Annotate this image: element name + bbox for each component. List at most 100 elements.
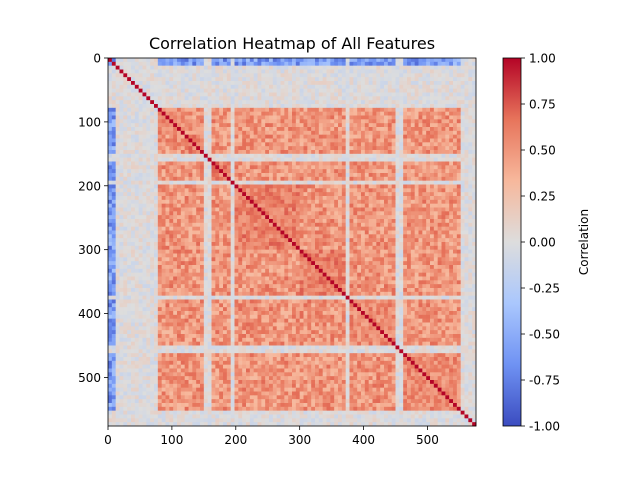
- heatmap-cell: [246, 153, 251, 159]
- heatmap-cell: [338, 238, 343, 243]
- heatmap-cell: [253, 184, 258, 189]
- heatmap-cell: [219, 184, 224, 189]
- heatmap-cell: [161, 245, 166, 251]
- heatmap-cell: [330, 119, 335, 124]
- heatmap-cell: [138, 161, 143, 166]
- heatmap-cell: [184, 165, 189, 170]
- heatmap-cell: [472, 157, 477, 162]
- heatmap-cell: [169, 165, 174, 170]
- heatmap-cell: [234, 161, 239, 166]
- heatmap-cell: [165, 107, 170, 113]
- heatmap-cell: [288, 169, 293, 174]
- heatmap-cell: [108, 215, 113, 220]
- heatmap-cell: [341, 157, 347, 162]
- heatmap-cell: [203, 249, 209, 254]
- heatmap-cell: [334, 219, 339, 224]
- heatmap-cell: [192, 77, 197, 82]
- heatmap-plot-area: [108, 58, 477, 427]
- heatmap-cell: [234, 153, 239, 159]
- heatmap-cell: [142, 61, 147, 67]
- heatmap-cell: [284, 92, 289, 97]
- heatmap-cell: [338, 253, 343, 258]
- heatmap-cell: [219, 100, 224, 105]
- heatmap-cell: [207, 111, 212, 116]
- heatmap-cell: [430, 184, 435, 189]
- heatmap-cell: [430, 115, 435, 120]
- heatmap-cell: [272, 211, 278, 216]
- heatmap-cell: [353, 211, 358, 216]
- heatmap-cell: [127, 242, 132, 247]
- heatmap-cell: [246, 161, 251, 166]
- heatmap-cell: [223, 211, 228, 216]
- heatmap-cell: [238, 157, 243, 162]
- heatmap-cell: [334, 61, 339, 67]
- heatmap-cell: [150, 161, 155, 166]
- heatmap-cell: [150, 107, 155, 113]
- heatmap-cell: [403, 134, 408, 139]
- heatmap-cell: [384, 88, 389, 93]
- heatmap-cell: [284, 230, 289, 235]
- heatmap-cell: [234, 69, 239, 74]
- heatmap-cell: [280, 81, 285, 86]
- heatmap-cell: [111, 192, 117, 197]
- heatmap-cell: [280, 123, 285, 128]
- heatmap-cell: [154, 180, 159, 185]
- heatmap-cell: [453, 130, 458, 136]
- heatmap-cell: [437, 249, 442, 254]
- heatmap-cell: [272, 77, 278, 82]
- heatmap-cell: [460, 115, 465, 120]
- heatmap-cell: [253, 211, 258, 216]
- heatmap-cell: [299, 146, 304, 151]
- heatmap-cell: [368, 211, 373, 216]
- heatmap-cell: [372, 219, 377, 224]
- heatmap-cell: [399, 230, 404, 235]
- heatmap-cell: [207, 207, 212, 212]
- heatmap-cell: [295, 199, 301, 205]
- heatmap-cell: [464, 69, 469, 74]
- heatmap-cell: [295, 173, 301, 178]
- heatmap-cell: [192, 245, 197, 251]
- heatmap-cell: [215, 176, 220, 182]
- heatmap-cell: [230, 253, 235, 258]
- heatmap-cell: [380, 107, 385, 113]
- heatmap-cell: [395, 77, 400, 82]
- heatmap-cell: [269, 119, 274, 124]
- heatmap-cell: [326, 111, 331, 116]
- heatmap-cell: [426, 134, 431, 139]
- heatmap-cell: [299, 96, 304, 101]
- heatmap-cell: [380, 69, 385, 74]
- heatmap-cell: [376, 115, 381, 120]
- heatmap-cell: [238, 100, 243, 105]
- heatmap-cell: [341, 134, 347, 139]
- heatmap-cell: [322, 169, 327, 174]
- heatmap-cell: [460, 199, 465, 205]
- heatmap-cell: [330, 226, 335, 231]
- heatmap-cell: [161, 153, 166, 159]
- heatmap-cell: [253, 119, 258, 124]
- heatmap-cell: [345, 115, 350, 120]
- heatmap-cell: [357, 138, 362, 143]
- heatmap-cell: [307, 245, 312, 251]
- heatmap-cell: [215, 219, 220, 224]
- heatmap-cell: [380, 253, 385, 258]
- heatmap-cell: [219, 107, 224, 113]
- heatmap-cell: [426, 107, 431, 113]
- heatmap-cell: [196, 157, 201, 162]
- heatmap-cell: [115, 115, 120, 120]
- heatmap-cell: [108, 65, 113, 70]
- heatmap-cell: [119, 58, 124, 63]
- heatmap-cell: [357, 130, 362, 136]
- heatmap-cell: [422, 96, 427, 101]
- heatmap-cell: [399, 111, 404, 116]
- heatmap-cell: [272, 107, 278, 113]
- heatmap-cell: [169, 100, 174, 105]
- heatmap-cell: [311, 249, 316, 254]
- heatmap-cell: [456, 207, 462, 212]
- heatmap-cell: [441, 142, 446, 147]
- heatmap-cell: [299, 165, 304, 170]
- heatmap-cell: [211, 153, 216, 159]
- heatmap-cell: [123, 203, 128, 208]
- heatmap-cell: [468, 192, 473, 197]
- heatmap-cell: [315, 115, 320, 120]
- heatmap-cell: [177, 100, 182, 105]
